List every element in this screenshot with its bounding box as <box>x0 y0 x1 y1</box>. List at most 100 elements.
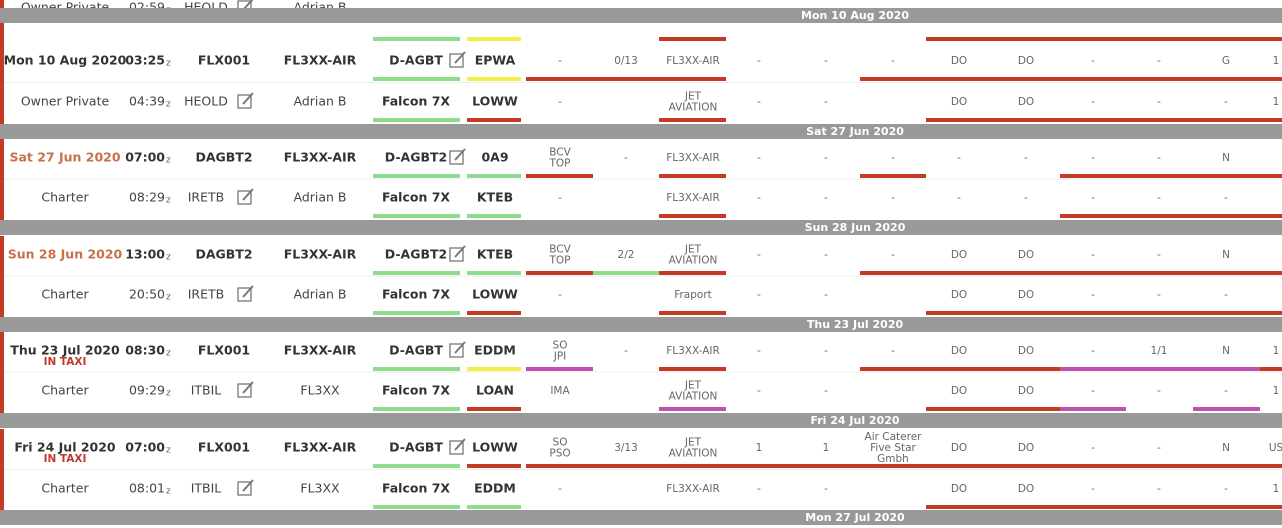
cell: - <box>1224 385 1228 397</box>
cell-line: AVIATION <box>669 255 718 267</box>
cell-line: Five Star <box>870 442 916 454</box>
cell: FL3XX-AIR <box>666 483 720 495</box>
cell: - <box>1157 289 1161 301</box>
time-zone: z <box>166 389 171 399</box>
cell: - <box>1224 483 1228 495</box>
edit-icon-pen <box>454 148 466 161</box>
cell: IMA <box>550 385 570 397</box>
cell: - <box>558 289 562 301</box>
date-separator <box>0 220 1282 235</box>
cell-line: TOP <box>548 255 570 267</box>
cell: DO <box>1018 289 1034 301</box>
cell: DO <box>951 442 967 454</box>
cell: LOWW <box>472 287 518 302</box>
cell: - <box>757 55 761 67</box>
cell: DAGBT2 <box>195 247 252 262</box>
cell: - <box>957 192 961 204</box>
date: Mon 10 Aug 2020 <box>4 53 127 68</box>
status-bar <box>467 407 521 411</box>
separator-label: Fri 24 Jul 2020 <box>810 414 899 427</box>
status-bar <box>860 271 1282 275</box>
cell: FL3XX-AIR <box>666 345 720 357</box>
status-bar <box>373 407 460 411</box>
cell-line: SO <box>553 437 568 449</box>
cell: - <box>1157 96 1161 108</box>
cell-line: BCV <box>549 244 571 256</box>
cell-line: JET <box>684 437 702 449</box>
cell-line: SO <box>553 340 568 352</box>
cell: FL3XX-AIR <box>284 150 357 165</box>
status-bar <box>467 118 521 122</box>
cell: DAGBT2 <box>195 150 252 165</box>
status-bar <box>467 464 521 468</box>
status-bar <box>373 464 460 468</box>
status-bar <box>373 271 460 275</box>
cell: D-AGBT2 <box>385 247 447 262</box>
status-bar <box>1060 174 1282 178</box>
cell: N <box>1222 249 1230 261</box>
edit-icon-pen <box>454 341 466 354</box>
cell: - <box>824 249 828 261</box>
status-bar <box>373 311 460 315</box>
status-bar <box>659 311 726 315</box>
date-separator <box>0 317 1282 332</box>
edit-icon <box>237 383 252 398</box>
cell: Adrian B <box>293 190 346 205</box>
date-separator <box>0 8 1282 23</box>
edit-icon-pen <box>242 285 254 298</box>
status-bar <box>926 407 1060 411</box>
time-zone: z <box>166 293 171 303</box>
cell: Charter <box>41 383 89 398</box>
cell: 08:01 <box>129 481 165 496</box>
edit-icon-pen <box>242 479 254 492</box>
edit-icon <box>237 287 252 302</box>
edit-icon-pen <box>454 51 466 64</box>
cell: - <box>824 96 828 108</box>
cell-line: JET <box>684 91 702 103</box>
status-bar <box>1060 214 1282 218</box>
cell: - <box>1157 192 1161 204</box>
cell: - <box>1091 192 1095 204</box>
cell: DO <box>951 96 967 108</box>
status: IN TAXI <box>44 356 87 368</box>
cell: Falcon 7X <box>382 190 450 205</box>
cell: Falcon 7X <box>382 287 450 302</box>
cell: - <box>1157 249 1161 261</box>
cell: HEOLD <box>184 94 228 109</box>
cell: - <box>1024 192 1028 204</box>
cell: FL3XX <box>300 481 340 496</box>
cell: G <box>1222 55 1230 67</box>
edit-icon <box>237 481 252 496</box>
time-zone: z <box>166 59 171 69</box>
cell-line: JET <box>684 380 702 392</box>
date: Fri 24 Jul 2020 <box>14 440 116 455</box>
cell: - <box>757 96 761 108</box>
cell: ITBIL <box>191 383 222 398</box>
cell: 1 <box>756 442 763 454</box>
cell: - <box>1157 152 1161 164</box>
cell: - <box>1224 96 1228 108</box>
status-bar <box>1260 367 1282 371</box>
cell: - <box>1091 442 1095 454</box>
cell: - <box>1157 483 1161 495</box>
status-bar <box>860 77 1282 81</box>
cell: - <box>757 249 761 261</box>
cell: 20:50 <box>129 287 165 302</box>
cell: 08:30 <box>125 343 165 358</box>
cell: - <box>824 385 828 397</box>
left-border <box>0 429 4 510</box>
cell: Falcon 7X <box>382 383 450 398</box>
edit-icon <box>449 247 464 262</box>
cell: LOAN <box>476 383 514 398</box>
cell: 3/13 <box>614 442 638 454</box>
edit-icon-pen <box>454 245 466 258</box>
cell: 07:00 <box>125 150 165 165</box>
separator-label: Sun 28 Jun 2020 <box>805 221 906 234</box>
status-bar <box>373 214 460 218</box>
cell: - <box>757 385 761 397</box>
cell: DO <box>1018 385 1034 397</box>
cell: Adrian B <box>293 94 346 109</box>
cell: - <box>757 289 761 301</box>
time-zone: z <box>166 156 171 166</box>
cell: DO <box>1018 483 1034 495</box>
